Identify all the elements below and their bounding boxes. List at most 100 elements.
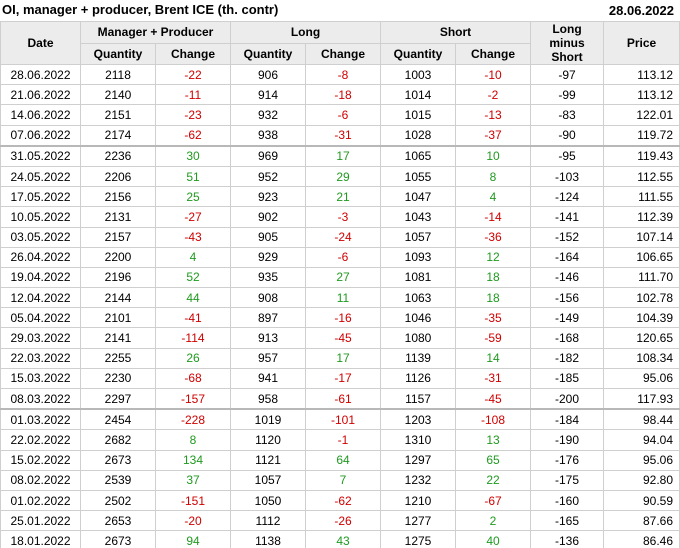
long-quantity: 914 [230, 84, 306, 106]
table-row: 28.06.2022 2118 -22 906 -8 1003 -10 -97 113.12 [0, 63, 680, 86]
quantity: 2682 [80, 429, 156, 451]
short-change: 65 [455, 449, 532, 471]
price: 102.78 [603, 287, 680, 309]
sub-header: Quantity [230, 42, 306, 65]
long-minus-short: -156 [530, 287, 605, 309]
header-long-minus-short: Long minus Short [530, 21, 605, 65]
table-row: 15.03.2022 2230 -68 941 -17 1126 -31 -185 95.06 [0, 367, 680, 390]
price: 117.93 [603, 388, 680, 410]
date: 08.02.2022 [0, 469, 81, 491]
change: 25 [155, 186, 231, 208]
long-quantity: 1057 [230, 469, 306, 491]
short-quantity: 1232 [380, 469, 457, 491]
long-change: -6 [304, 246, 382, 268]
short-quantity: 1203 [380, 408, 457, 431]
long-quantity: 969 [230, 144, 306, 167]
long-quantity: 932 [230, 104, 306, 126]
long-change: 27 [304, 266, 382, 289]
price: 106.65 [603, 246, 680, 268]
change: -23 [155, 104, 231, 126]
date: 22.02.2022 [0, 429, 81, 451]
short-change: -2 [455, 84, 532, 106]
date: 10.05.2022 [0, 206, 81, 228]
long-minus-short: -185 [530, 367, 605, 390]
short-change: 8 [455, 165, 532, 188]
long-change: -3 [304, 206, 382, 228]
date: 15.02.2022 [0, 449, 81, 471]
short-quantity: 1210 [380, 489, 457, 512]
price: 90.59 [603, 489, 680, 512]
change: 44 [155, 287, 231, 309]
price: 98.44 [603, 408, 680, 431]
long-minus-short: -190 [530, 429, 605, 451]
table-row: 03.05.2022 2157 -43 905 -24 1057 -36 -152 107.14 [0, 226, 680, 248]
long-quantity: 1121 [230, 449, 306, 471]
long-minus-short: -168 [530, 327, 605, 349]
quantity: 2236 [80, 144, 156, 167]
quantity: 2502 [80, 489, 156, 512]
change: -151 [155, 489, 231, 512]
price: 113.12 [603, 84, 680, 106]
title: OI, manager + producer, Brent ICE (th. c… [2, 2, 279, 17]
long-change: 43 [304, 530, 382, 548]
date: 22.03.2022 [0, 347, 81, 369]
long-quantity: 902 [230, 206, 306, 228]
table-row: 05.04.2022 2101 -41 897 -16 1046 -35 -149 104.39 [0, 307, 680, 329]
short-change: 18 [455, 287, 532, 309]
short-quantity: 1297 [380, 449, 457, 471]
quantity: 2140 [80, 84, 156, 106]
table-row: 21.06.2022 2140 -11 914 -18 1014 -2 -99 113.12 [0, 84, 680, 106]
change: -11 [155, 84, 231, 106]
short-change: -59 [455, 327, 532, 349]
long-quantity: 941 [230, 367, 306, 390]
long-change: 7 [304, 469, 382, 491]
quantity: 2255 [80, 347, 156, 369]
quantity: 2653 [80, 510, 156, 532]
price: 95.06 [603, 367, 680, 390]
header-long: Long [229, 21, 382, 44]
table-row: 29.03.2022 2141 -114 913 -45 1080 -59 -168 120.6… [0, 327, 680, 349]
date: 12.04.2022 [0, 287, 81, 309]
quantity: 2157 [80, 226, 156, 248]
short-change: 2 [455, 510, 532, 532]
quantity: 2454 [80, 408, 156, 431]
long-change: -1 [304, 429, 382, 451]
short-change: 14 [455, 347, 532, 369]
table-row: 08.02.2022 2539 37 1057 7 1232 22 -175 92.80 [0, 469, 680, 491]
header-short: Short [380, 21, 532, 44]
short-quantity: 1043 [380, 206, 457, 228]
date: 15.03.2022 [0, 367, 81, 390]
long-change: 17 [304, 347, 382, 369]
quantity: 2131 [80, 206, 156, 228]
long-quantity: 905 [230, 226, 306, 248]
sub-header: Quantity [380, 42, 457, 65]
date: 03.05.2022 [0, 226, 81, 248]
date: 07.06.2022 [0, 124, 81, 147]
short-change: 18 [455, 266, 532, 289]
long-minus-short: -124 [530, 186, 605, 208]
quantity: 2230 [80, 367, 156, 390]
long-change: -24 [304, 226, 382, 248]
short-quantity: 1093 [380, 246, 457, 268]
sub-header: Quantity [80, 42, 156, 65]
long-minus-short: -97 [530, 63, 605, 86]
long-change: -62 [304, 489, 382, 512]
short-quantity: 1139 [380, 347, 457, 369]
short-quantity: 1081 [380, 266, 457, 289]
table-row: 08.03.2022 2297 -157 958 -61 1157 -45 -200 117.9… [0, 388, 680, 410]
price: 95.06 [603, 449, 680, 471]
long-minus-short: -200 [530, 388, 605, 410]
short-quantity: 1126 [380, 367, 457, 390]
header-price: Price [603, 21, 680, 65]
quantity: 2101 [80, 307, 156, 329]
short-quantity: 1275 [380, 530, 457, 548]
long-minus-short: -83 [530, 104, 605, 126]
quantity: 2118 [80, 63, 156, 86]
short-quantity: 1046 [380, 307, 457, 329]
date: 01.02.2022 [0, 489, 81, 512]
quantity: 2200 [80, 246, 156, 268]
short-quantity: 1310 [380, 429, 457, 451]
long-change: -26 [304, 510, 382, 532]
short-quantity: 1277 [380, 510, 457, 532]
long-change: 11 [304, 287, 382, 309]
